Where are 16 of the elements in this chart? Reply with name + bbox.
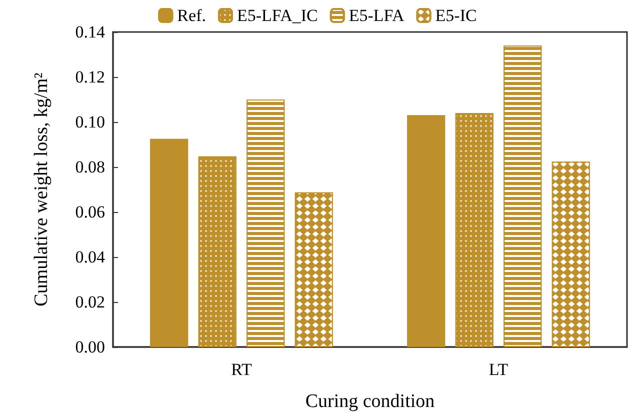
y-tick-label: 0.14 <box>75 22 106 42</box>
x-tick-label: LT <box>488 360 509 379</box>
y-tick-label: 0.02 <box>75 292 105 312</box>
y-tick-label: 0.08 <box>75 158 105 176</box>
y-axis-title: Cumulative weight loss, kg/m² <box>31 72 52 306</box>
x-tick-label: RT <box>231 360 252 379</box>
legend-label: Ref. <box>177 6 206 25</box>
x-axis-title: Curing condition <box>305 391 436 412</box>
legend-label: E5-LFA <box>348 6 405 25</box>
y-tick-label: 0.06 <box>75 202 105 222</box>
y-tick-label: 0.04 <box>75 248 106 266</box>
legend-label: E5-IC <box>435 6 477 25</box>
y-tick-label: 0.00 <box>75 338 105 356</box>
legend-label: E5-LFA_IC <box>236 6 318 25</box>
y-tick-label: 0.10 <box>75 112 105 132</box>
y-tick-label: 0.12 <box>75 68 105 86</box>
